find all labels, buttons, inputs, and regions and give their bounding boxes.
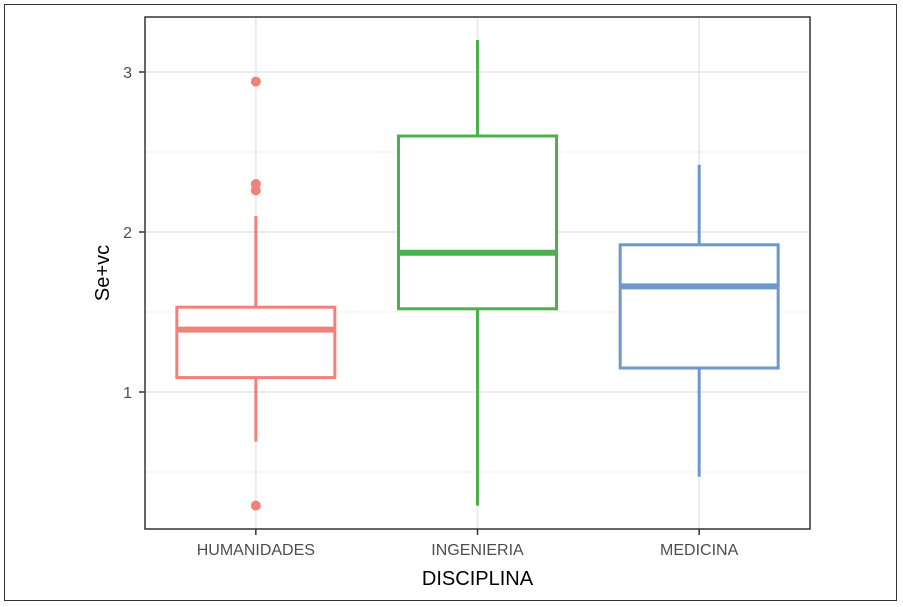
boxes-layer [175, 40, 780, 511]
y-tick-label: 2 [123, 225, 132, 242]
outlier-point [250, 185, 261, 196]
iqr-box [397, 134, 558, 311]
x-tick-label: INGENIERIA [431, 542, 524, 559]
outlier-point [250, 500, 261, 511]
y-tick-label: 1 [123, 385, 132, 402]
x-axis-title: DISCIPLINA [422, 568, 534, 590]
y-axis-title: Se+vc [92, 245, 114, 301]
iqr-box [175, 305, 337, 380]
y-axis: 1 2 3 [123, 65, 145, 402]
iqr-box [618, 243, 780, 370]
x-axis: HUMANIDADES INGENIERIA MEDICINA [197, 529, 739, 559]
x-tick-label: HUMANIDADES [197, 542, 315, 559]
x-tick-label: MEDICINA [660, 542, 739, 559]
box-medicina [618, 164, 780, 477]
y-tick-label: 3 [123, 65, 132, 82]
box-ingenieria [397, 40, 558, 506]
outlier-point [250, 76, 261, 87]
box-humanidades [175, 76, 337, 511]
